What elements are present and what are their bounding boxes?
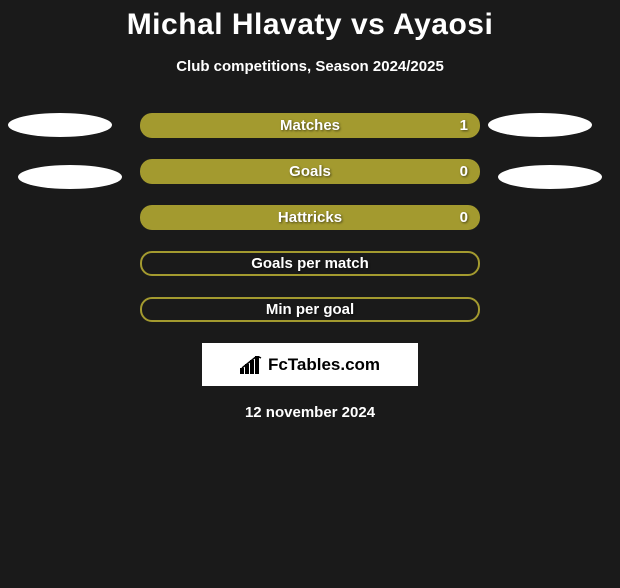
stat-label: Min per goal	[266, 301, 354, 318]
stat-bar: Hattricks 0	[140, 205, 480, 230]
page-subtitle: Club competitions, Season 2024/2025	[0, 58, 620, 75]
stat-row: Goals 0	[0, 159, 620, 184]
stat-row: Matches 1	[0, 113, 620, 138]
stat-label: Hattricks	[278, 209, 342, 226]
stat-row: Min per goal	[0, 297, 620, 322]
stat-value: 1	[460, 117, 468, 134]
stat-row: Hattricks 0	[0, 205, 620, 230]
stat-bar: Goals per match	[140, 251, 480, 276]
footer-date: 12 november 2024	[0, 404, 620, 421]
brand-inner: FcTables.com	[240, 355, 380, 375]
stat-row: Goals per match	[0, 251, 620, 276]
stat-label: Matches	[280, 117, 340, 134]
stat-value: 0	[460, 209, 468, 226]
bar-chart-icon	[240, 356, 264, 374]
stat-bar: Goals 0	[140, 159, 480, 184]
comparison-card: Michal Hlavaty vs Ayaosi Club competitio…	[0, 8, 620, 421]
stat-label: Goals per match	[251, 255, 369, 272]
stat-bar: Min per goal	[140, 297, 480, 322]
brand-box[interactable]: FcTables.com	[202, 343, 418, 386]
stat-value: 0	[460, 163, 468, 180]
stat-label: Goals	[289, 163, 331, 180]
stat-bar: Matches 1	[140, 113, 480, 138]
brand-text: FcTables.com	[268, 355, 380, 375]
stats-area: Matches 1 Goals 0 Hattricks 0 Goals per match M…	[0, 113, 620, 322]
page-title: Michal Hlavaty vs Ayaosi	[0, 8, 620, 42]
